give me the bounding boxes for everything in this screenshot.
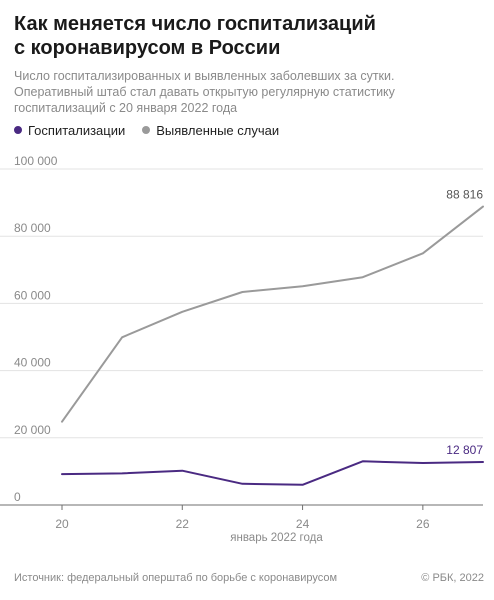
x-tick-label: 24 (296, 517, 310, 531)
legend-dot-hospitalizations (14, 126, 22, 134)
copyright-note: © РБК, 2022 (421, 572, 484, 584)
legend-label-cases: Выявленные случаи (156, 122, 280, 138)
chart-footer: Источник: федеральный оперштаб по борьбе… (14, 572, 484, 584)
legend-item-hospitalizations: Госпитализации (14, 123, 125, 138)
chart-legend: Госпитализации Выявленные случаи (14, 121, 296, 139)
chart-subtitle: Число госпитализированных и выявленных з… (14, 68, 484, 116)
end-label-cases: 88 816 (446, 188, 483, 202)
legend-item-cases: Выявленные случаи (142, 123, 279, 138)
chart-subtitle-line3: госпитализаций с 20 января 2022 года (14, 101, 238, 115)
y-tick-label: 80 000 (14, 221, 51, 235)
chart-subtitle-line1: Число госпитализированных и выявленных з… (14, 69, 395, 83)
chart-title: Как меняется число госпитализаций с коро… (14, 12, 484, 60)
y-tick-label: 100 000 (14, 154, 58, 168)
series-line-hospitalizations (61, 460, 484, 486)
y-tick-label: 60 000 (14, 288, 51, 302)
x-tick-label: 26 (416, 517, 430, 531)
chart-title-line1: Как меняется число госпитализаций (14, 13, 376, 35)
end-label-hospitalizations: 12 807 (446, 443, 483, 457)
source-note: Источник: федеральный оперштаб по борьбе… (14, 572, 338, 584)
y-tick-label: 40 000 (14, 356, 51, 370)
chart-title-line2: с коронавирусом в России (14, 37, 281, 59)
x-tick-label: 22 (176, 517, 190, 531)
legend-label-hospitalizations: Госпитализации (28, 122, 126, 138)
x-axis-label: январь 2022 года (230, 532, 323, 544)
legend-dot-cases (142, 126, 151, 134)
y-tick-label: 20 000 (14, 423, 51, 437)
chart-subtitle-line2: Оперативный штаб стал давать открытую ре… (14, 85, 395, 99)
line-chart: 0 20 000 40 000 60 000 80 000 100 000 20 22 24 26… (0, 154, 484, 544)
series-line-cases (61, 205, 484, 423)
x-tick-label: 20 (55, 517, 69, 531)
y-tick-label: 0 (14, 490, 21, 504)
